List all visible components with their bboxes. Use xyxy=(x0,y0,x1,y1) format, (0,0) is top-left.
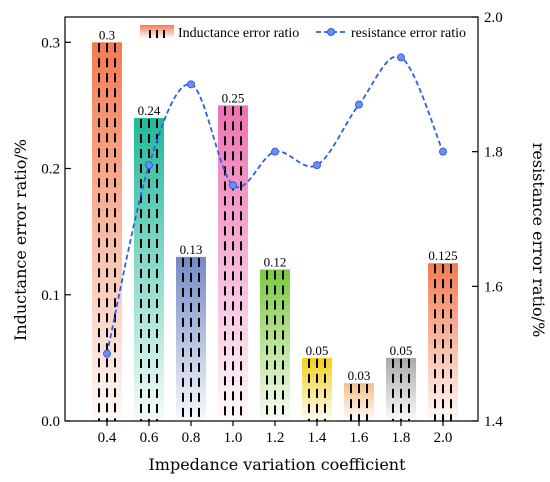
bar-value-label: 0.12 xyxy=(264,255,287,270)
y-tick-label: 0.1 xyxy=(41,288,60,304)
y2-tick-label: 1.8 xyxy=(484,145,503,161)
bar-value-label: 0.05 xyxy=(390,343,413,358)
legend: Inductance error ratio resistance error … xyxy=(140,25,466,41)
bar-0.8 xyxy=(176,256,206,421)
y2-tick-label: 1.6 xyxy=(484,279,503,295)
legend-bar-dash-pattern xyxy=(149,30,165,38)
axes-layer: 0.0 0.1 0.2 0.3 1.4 1.6 1.8 2.0 0.4 0.6 0.8 1.0 1.2 1… xyxy=(41,10,503,446)
x-tick-label: 1.2 xyxy=(266,430,285,446)
resistance-point-2.0 xyxy=(439,147,447,156)
bar-2.0 xyxy=(428,263,458,421)
y-axis-title: Inductance error ratio/% xyxy=(11,139,30,341)
plot-frame xyxy=(64,16,479,422)
y2-tick-label: 2.0 xyxy=(484,10,503,26)
resistance-point-0.8 xyxy=(187,80,195,89)
bar-value-label: 0.125 xyxy=(428,248,457,263)
bar-1.4 xyxy=(302,357,332,421)
line-layer xyxy=(103,53,447,358)
bar-1.0 xyxy=(218,105,248,421)
bar-0.4 xyxy=(92,42,122,421)
bar-1.8 xyxy=(386,357,416,421)
y-tick-label: 0.2 xyxy=(41,162,60,178)
x-tick-label: 0.4 xyxy=(98,430,117,446)
resistance-point-0.4 xyxy=(103,349,111,358)
x-tick-label: 2.0 xyxy=(434,430,453,446)
x-tick-label: 1.8 xyxy=(392,430,411,446)
y2-axis-title: resistance error ratio/% xyxy=(529,143,548,338)
resistance-point-0.6 xyxy=(145,161,153,170)
bar-value-label: 0.05 xyxy=(306,343,329,358)
resistance-point-1.6 xyxy=(355,100,363,109)
resistance-point-1.2 xyxy=(271,147,279,156)
resistance-point-1.0 xyxy=(229,181,237,190)
legend-bar-label: Inductance error ratio xyxy=(178,26,299,41)
bar-value-label: 0.24 xyxy=(138,103,161,118)
bar-value-label: 0.13 xyxy=(180,242,203,257)
bar-1.2 xyxy=(260,269,290,421)
labels-layer: 0.3 0.24 0.13 0.25 0.12 0.05 0.03 0.05 0.125 xyxy=(99,27,458,383)
y-tick-label: 0.3 xyxy=(41,35,60,51)
resistance-point-1.8 xyxy=(397,53,405,62)
bar-1.6 xyxy=(344,383,374,421)
bar-value-label: 0.25 xyxy=(222,90,245,105)
x-tick-label: 1.4 xyxy=(308,430,327,446)
bar-value-label: 0.03 xyxy=(348,368,371,383)
x-axis-title: Impedance variation coefficient xyxy=(148,455,406,474)
bars-layer xyxy=(92,42,458,421)
x-tick-label: 1.6 xyxy=(350,430,369,446)
legend-line-marker xyxy=(327,28,335,36)
legend-line-label: resistance error ratio xyxy=(351,26,466,41)
resistance-point-1.4 xyxy=(313,161,321,170)
bar-value-label: 0.3 xyxy=(99,27,115,42)
x-tick-label: 0.6 xyxy=(140,430,159,446)
y-tick-label: 0.0 xyxy=(41,414,60,430)
y2-tick-label: 1.4 xyxy=(484,414,503,430)
x-tick-label: 0.8 xyxy=(182,430,201,446)
x-tick-label: 1.0 xyxy=(224,430,243,446)
